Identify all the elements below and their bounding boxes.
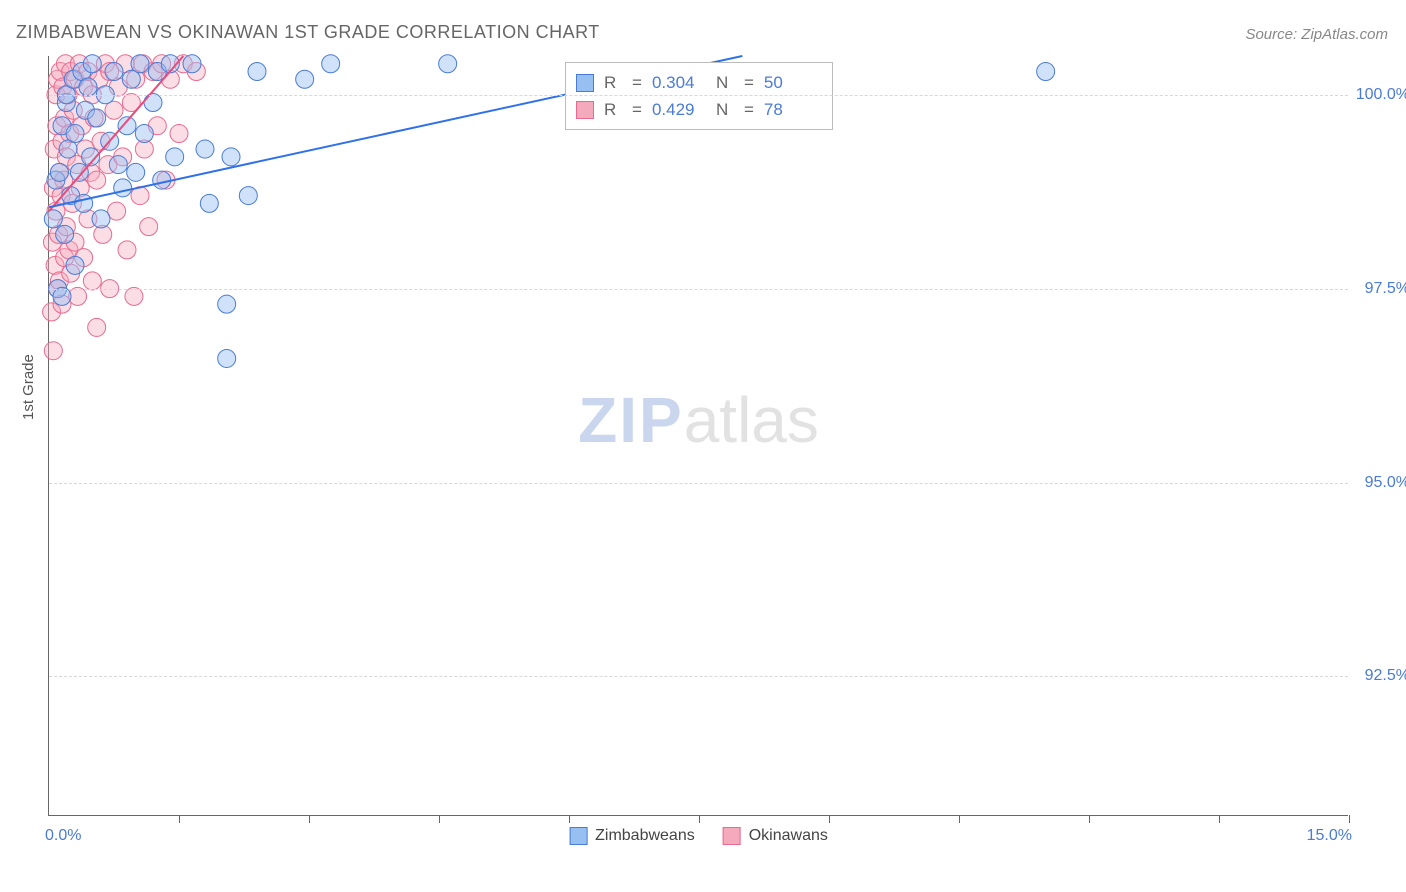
x-tick — [1089, 815, 1090, 823]
legend-item: Okinawans — [723, 827, 828, 845]
stat-r-value: 0.304 — [652, 69, 706, 96]
data-point — [218, 349, 236, 367]
stat-n-value: 78 — [764, 96, 818, 123]
data-point — [50, 163, 68, 181]
data-point — [66, 256, 84, 274]
x-tick — [829, 815, 830, 823]
data-point — [44, 210, 62, 228]
stat-swatch — [576, 74, 594, 92]
y-tick-label: 95.0% — [1365, 474, 1406, 492]
legend-label: Zimbabweans — [595, 827, 695, 845]
stat-eq: = — [744, 96, 754, 123]
data-point — [83, 272, 101, 290]
data-point — [222, 148, 240, 166]
legend-bottom: Zimbabweans Okinawans — [569, 827, 828, 845]
stat-row: R = 0.429 N = 78 — [576, 96, 818, 123]
x-tick — [309, 815, 310, 823]
data-point — [70, 163, 88, 181]
data-point — [75, 194, 93, 212]
data-point — [322, 55, 340, 73]
x-axis-max-label: 15.0% — [1307, 827, 1352, 845]
stat-r-label: R — [604, 96, 622, 123]
y-tick-label: 97.5% — [1365, 280, 1406, 298]
data-point — [79, 78, 97, 96]
gridline — [49, 676, 1348, 677]
data-point — [118, 241, 136, 259]
data-point — [153, 171, 171, 189]
data-point — [239, 187, 257, 205]
x-tick — [179, 815, 180, 823]
legend-item: Zimbabweans — [569, 827, 695, 845]
data-point — [1037, 63, 1055, 81]
y-axis-label: 1st Grade — [20, 354, 37, 420]
data-point — [122, 70, 140, 88]
data-point — [200, 194, 218, 212]
data-point — [170, 125, 188, 143]
chart-title: ZIMBABWEAN VS OKINAWAN 1ST GRADE CORRELA… — [16, 22, 600, 43]
data-point — [439, 55, 457, 73]
data-point — [105, 63, 123, 81]
gridline — [49, 95, 1348, 96]
data-point — [114, 179, 132, 197]
data-point — [66, 125, 84, 143]
stat-n-label: N — [716, 96, 734, 123]
gridline — [49, 483, 1348, 484]
data-point — [88, 109, 106, 127]
x-tick — [439, 815, 440, 823]
data-point — [183, 55, 201, 73]
x-tick — [699, 815, 700, 823]
data-point — [44, 342, 62, 360]
data-point — [83, 55, 101, 73]
data-point — [125, 287, 143, 305]
stat-eq: = — [744, 69, 754, 96]
data-point — [166, 148, 184, 166]
data-point — [53, 287, 71, 305]
legend-label: Okinawans — [749, 827, 828, 845]
stat-n-value: 50 — [764, 69, 818, 96]
stat-swatch — [576, 101, 594, 119]
source-label: Source: ZipAtlas.com — [1245, 26, 1388, 43]
stat-eq: = — [632, 69, 642, 96]
stat-legend-box: R = 0.304 N = 50 R = 0.429 N = 78 — [565, 62, 833, 130]
y-tick-label: 92.5% — [1365, 667, 1406, 685]
x-tick — [1219, 815, 1220, 823]
stat-eq: = — [632, 96, 642, 123]
data-point — [131, 55, 149, 73]
x-tick — [569, 815, 570, 823]
scatter-svg — [49, 56, 1348, 815]
x-tick — [959, 815, 960, 823]
legend-swatch — [723, 827, 741, 845]
data-point — [92, 210, 110, 228]
data-point — [88, 171, 106, 189]
data-point — [135, 125, 153, 143]
data-point — [248, 63, 266, 81]
data-point — [296, 70, 314, 88]
y-tick-label: 100.0% — [1356, 86, 1406, 104]
data-point — [88, 318, 106, 336]
data-point — [105, 101, 123, 119]
gridline — [49, 289, 1348, 290]
stat-row: R = 0.304 N = 50 — [576, 69, 818, 96]
legend-swatch — [569, 827, 587, 845]
plot-area: ZIPatlas R=0.304N=50R=0.429N=78 0.0% 15.… — [48, 56, 1348, 816]
data-point — [127, 163, 145, 181]
data-point — [118, 117, 136, 135]
data-point — [56, 225, 74, 243]
data-point — [144, 94, 162, 112]
stat-n-label: N — [716, 69, 734, 96]
stat-r-value: 0.429 — [652, 96, 706, 123]
x-tick — [1349, 815, 1350, 823]
data-point — [140, 218, 158, 236]
stat-r-label: R — [604, 69, 622, 96]
data-point — [218, 295, 236, 313]
x-axis-min-label: 0.0% — [45, 827, 81, 845]
data-point — [196, 140, 214, 158]
data-point — [109, 156, 127, 174]
